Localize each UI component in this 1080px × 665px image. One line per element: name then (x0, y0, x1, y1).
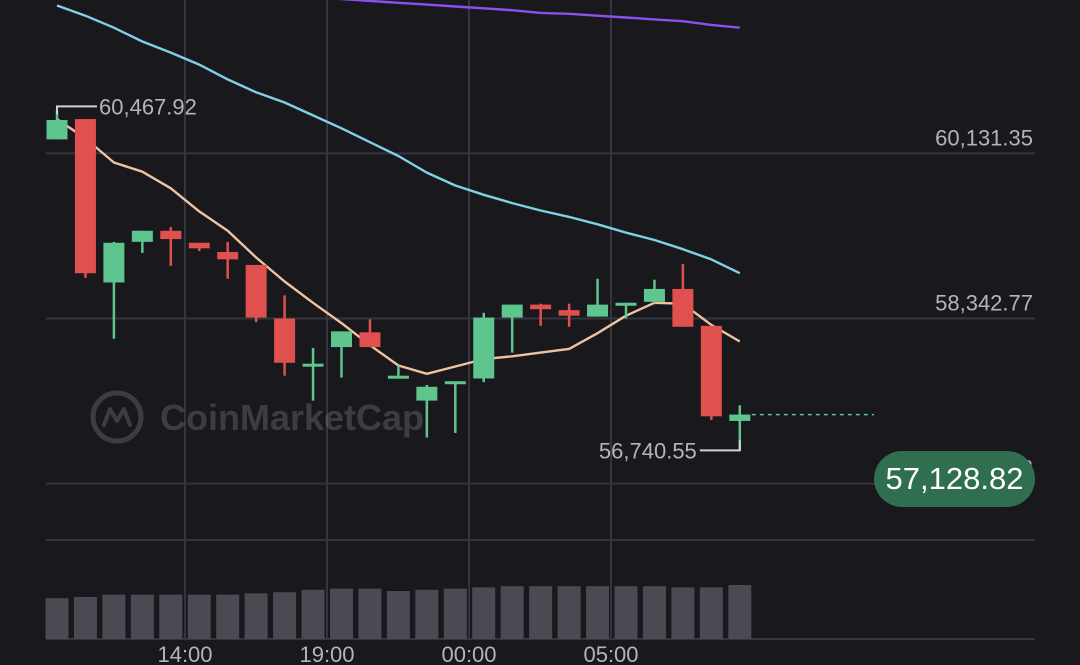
candle-down (217, 241, 239, 279)
candle-body (473, 317, 495, 379)
candle-body (274, 318, 296, 363)
candle-body (302, 363, 324, 367)
candle-down (274, 295, 296, 376)
candle-body (643, 288, 665, 302)
candle-body (131, 230, 153, 242)
candle-down (530, 303, 552, 326)
volume-bar (216, 594, 240, 639)
candle-body (217, 252, 239, 260)
candle-up (302, 348, 324, 401)
candle-body (46, 120, 68, 140)
candle-up (331, 331, 352, 378)
candle-up (587, 278, 609, 317)
volume-bar (358, 588, 382, 639)
high-marker-label: 60,467.92 (99, 94, 197, 119)
candle-down (700, 325, 722, 420)
price-markers: 60,467.92 56,740.55 (56, 94, 874, 463)
candle-up (387, 365, 409, 379)
low-marker-label: 56,740.55 (599, 438, 697, 463)
low-marker-line (699, 440, 741, 452)
volume-bar (386, 591, 410, 639)
candle-body (331, 331, 352, 348)
candle-up (444, 381, 466, 433)
candle-up (46, 110, 68, 140)
x-tick-label: 19:00 (299, 642, 354, 665)
candle-down (188, 242, 210, 252)
candle-body (103, 242, 125, 283)
volume-bar (443, 588, 467, 639)
candle-down (672, 264, 694, 327)
candle-body (729, 414, 751, 421)
current-price-badge: 57,128.82 (874, 451, 1035, 507)
watermark: CoinMarketCap (90, 390, 424, 444)
volume-bar (187, 594, 211, 639)
axis-labels: 60,131.3558,342.7756,554.1814:0019:0000:… (157, 125, 1033, 665)
volume-bar (642, 586, 666, 639)
volume-bar (159, 594, 183, 639)
volume-bar (301, 589, 325, 639)
coinmarketcap-logo-icon (90, 390, 144, 444)
volume-bar (45, 598, 69, 639)
candle-body (359, 332, 381, 348)
ma-mid-line (56, 4, 741, 275)
volume-bar (415, 589, 439, 639)
volume-bar (529, 586, 553, 639)
candle-down (245, 264, 267, 323)
candle-body (444, 381, 466, 385)
volume-bar (671, 587, 695, 639)
candle-down (160, 227, 182, 266)
candle-down (74, 119, 96, 278)
volume-bar (557, 586, 581, 639)
y-tick-label: 60,131.35 (935, 125, 1033, 150)
x-tick-label: 05:00 (583, 642, 638, 665)
candle-body (188, 242, 210, 249)
watermark-text: CoinMarketCap (160, 397, 424, 438)
y-tick-label: 58,342.77 (935, 291, 1033, 316)
candle-body (501, 304, 523, 318)
volume-bar (273, 592, 297, 639)
volume-bar (472, 587, 496, 639)
candle-up (103, 241, 125, 339)
volume-bars (45, 585, 752, 639)
volume-bar (102, 594, 126, 639)
volume-bar (330, 588, 353, 639)
candle-up (501, 304, 523, 353)
candle-body (74, 119, 96, 274)
candle-up (416, 384, 438, 438)
candle-body (245, 264, 267, 318)
candle-up (615, 302, 637, 319)
ma-slow-line (336, 0, 740, 29)
candle-body (700, 325, 722, 417)
candle-down (359, 319, 381, 348)
volume-bar (699, 587, 723, 639)
candle-down (558, 303, 580, 327)
volume-bar (586, 586, 610, 639)
x-tick-label: 14:00 (157, 642, 212, 665)
volume-bar (244, 593, 268, 639)
candle-body (587, 304, 609, 317)
volume-bar (73, 597, 97, 639)
candle-up (473, 312, 495, 383)
candle-body (558, 310, 580, 316)
volume-bar (130, 594, 154, 639)
candle-body (530, 304, 552, 310)
volume-bar (728, 585, 752, 639)
candle-body (615, 302, 637, 306)
candle-body (387, 375, 409, 379)
candle-up (131, 230, 153, 253)
high-marker-line (56, 105, 97, 115)
candle-body (160, 230, 182, 240)
x-tick-label: 00:00 (441, 642, 496, 665)
volume-bar (500, 586, 524, 639)
candle-body (416, 386, 438, 401)
candles (46, 110, 751, 451)
candle-up (643, 279, 665, 303)
volume-bar (614, 586, 638, 639)
candle-body (672, 288, 694, 327)
